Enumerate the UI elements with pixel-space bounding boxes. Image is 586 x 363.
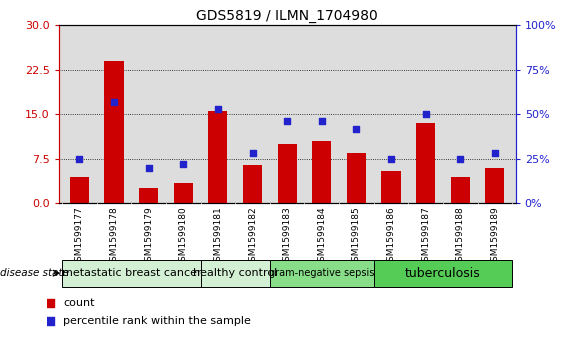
Point xyxy=(490,151,500,156)
Text: disease state: disease state xyxy=(0,268,69,278)
Text: percentile rank within the sample: percentile rank within the sample xyxy=(63,316,251,326)
Point xyxy=(110,99,119,105)
Point xyxy=(455,156,465,162)
Bar xyxy=(70,177,89,203)
Text: metastatic breast cancer: metastatic breast cancer xyxy=(62,268,201,278)
Text: gram-negative sepsis: gram-negative sepsis xyxy=(269,268,374,278)
Bar xyxy=(270,260,374,287)
Text: GSM1599183: GSM1599183 xyxy=(282,206,292,267)
Point xyxy=(248,151,257,156)
Bar xyxy=(243,165,262,203)
Text: GSM1599181: GSM1599181 xyxy=(213,206,222,267)
Bar xyxy=(62,260,200,287)
Bar xyxy=(278,144,297,203)
Text: GSM1599185: GSM1599185 xyxy=(352,206,361,267)
Bar xyxy=(139,188,158,203)
Point xyxy=(386,156,396,162)
Bar xyxy=(347,153,366,203)
Bar xyxy=(374,260,512,287)
Text: GSM1599188: GSM1599188 xyxy=(456,206,465,267)
Text: GSM1599179: GSM1599179 xyxy=(144,206,153,267)
Bar xyxy=(312,141,331,203)
Text: GSM1599189: GSM1599189 xyxy=(490,206,499,267)
Text: GSM1599180: GSM1599180 xyxy=(179,206,188,267)
Bar xyxy=(200,260,270,287)
Bar xyxy=(485,168,505,203)
Point xyxy=(421,111,430,117)
Point xyxy=(317,119,326,125)
Bar xyxy=(381,171,401,203)
Text: healthy control: healthy control xyxy=(193,268,277,278)
Point xyxy=(352,126,361,131)
Point xyxy=(74,156,84,162)
Bar xyxy=(104,61,124,203)
Title: GDS5819 / ILMN_1704980: GDS5819 / ILMN_1704980 xyxy=(196,9,378,23)
Point xyxy=(179,161,188,167)
Point xyxy=(144,165,154,171)
Bar xyxy=(209,111,227,203)
Text: GSM1599184: GSM1599184 xyxy=(317,206,326,267)
Point xyxy=(213,106,223,112)
Bar xyxy=(451,177,470,203)
Text: GSM1599177: GSM1599177 xyxy=(75,206,84,267)
Point xyxy=(45,318,54,324)
Text: GSM1599178: GSM1599178 xyxy=(110,206,118,267)
Text: GSM1599186: GSM1599186 xyxy=(387,206,396,267)
Text: GSM1599187: GSM1599187 xyxy=(421,206,430,267)
Text: GSM1599182: GSM1599182 xyxy=(248,206,257,267)
Bar xyxy=(173,183,193,203)
Point xyxy=(45,300,54,306)
Text: tuberculosis: tuberculosis xyxy=(405,267,481,280)
Bar xyxy=(416,123,435,203)
Point xyxy=(282,119,292,125)
Text: count: count xyxy=(63,298,94,308)
